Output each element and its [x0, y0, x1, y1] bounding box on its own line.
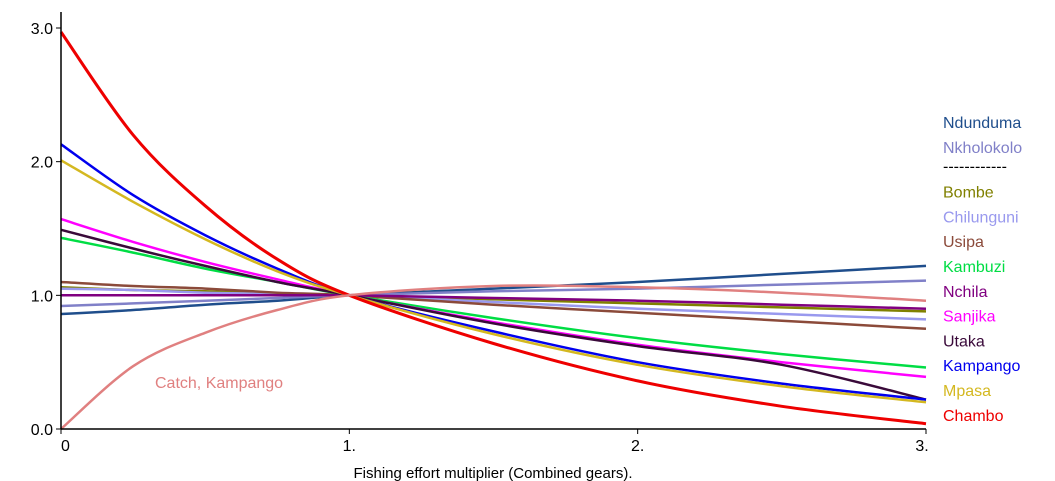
- series-line-catch-kampango: [60, 284, 927, 430]
- legend-item-nchila: Nchila: [943, 284, 988, 301]
- ticks: 0.0 1.0 2.0 3.0 0 1. 2. 3.: [31, 21, 929, 455]
- series-line-nchila: [61, 293, 927, 310]
- y-tick-label: 2.0: [31, 155, 53, 172]
- legend-item-sanjika: Sanjika: [943, 309, 996, 326]
- x-tick-label: 1.: [343, 438, 356, 455]
- legend-item-chilunguni: Chilunguni: [943, 209, 1019, 226]
- plot-lines: [59, 31, 927, 430]
- series-line-chilunguni: [60, 287, 927, 321]
- y-tick-label: 1.0: [31, 288, 53, 305]
- series-line-chambo: [59, 31, 927, 426]
- legend-item-kambuzi: Kambuzi: [943, 259, 1005, 276]
- legend-item-kampango: Kampango: [943, 358, 1020, 375]
- series-line-usipa: [60, 280, 927, 331]
- catch-kampango-annotation: Catch, Kampango: [155, 375, 283, 392]
- legend: Ndunduma Nkholokolo ------------ Bombe Chilu…: [943, 115, 1022, 425]
- series-line-mpasa: [60, 159, 927, 404]
- y-tick-label: 0.0: [31, 422, 53, 439]
- axes: [60, 12, 926, 430]
- x-tick-label: 0: [61, 438, 70, 455]
- legend-separator: ------------: [943, 159, 1007, 176]
- series-line-kambuzi: [60, 236, 927, 369]
- series-line-nkholokolo: [60, 279, 927, 308]
- legend-item-chambo: Chambo: [943, 408, 1004, 425]
- x-axis-title: Fishing effort multiplier (Combined gear…: [353, 465, 632, 481]
- x-tick-label: 2.: [631, 438, 644, 455]
- y-tick-label: 3.0: [31, 21, 53, 38]
- series-line-ndunduma: [60, 264, 927, 316]
- legend-item-mpasa: Mpasa: [943, 383, 991, 400]
- legend-item-usipa: Usipa: [943, 234, 984, 251]
- legend-item-utaka: Utaka: [943, 333, 985, 350]
- legend-item-ndunduma: Ndunduma: [943, 115, 1021, 132]
- legend-item-bombe: Bombe: [943, 185, 994, 202]
- x-tick-label: 3.: [915, 438, 928, 455]
- series-line-utaka: [60, 228, 927, 401]
- legend-item-nkholokolo: Nkholokolo: [943, 140, 1022, 157]
